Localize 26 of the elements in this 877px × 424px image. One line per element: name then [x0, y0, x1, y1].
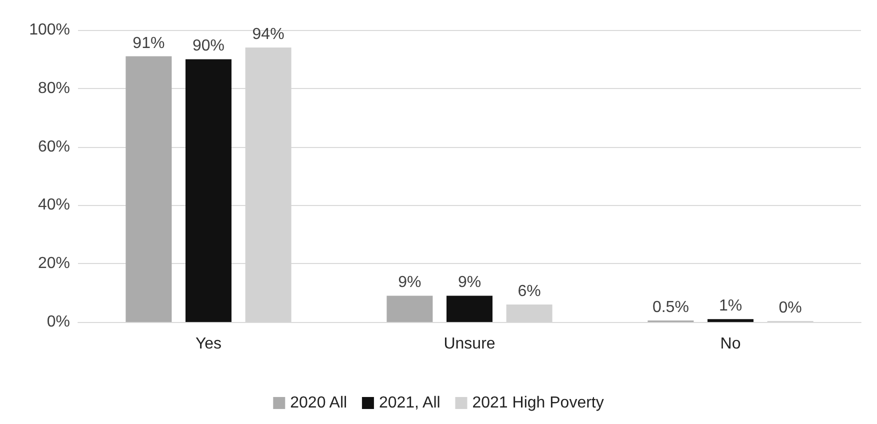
data-label: 0%	[778, 300, 802, 316]
bar	[386, 296, 433, 322]
y-tick-label: 80%	[38, 80, 70, 97]
x-tick-label: Unsure	[444, 336, 496, 352]
data-label: 90%	[192, 38, 225, 55]
x-tick-label: Yes	[195, 336, 222, 352]
legend-label: 2021, All	[378, 394, 440, 412]
bar	[708, 319, 754, 322]
bar	[186, 59, 232, 322]
y-tick-label: 100%	[29, 22, 70, 38]
data-label: 1%	[718, 298, 742, 315]
y-tick-label: 60%	[38, 138, 70, 156]
data-label: 0.5%	[652, 299, 689, 316]
bar	[126, 56, 172, 322]
legend-label: 2020 All	[290, 394, 348, 412]
y-tick-label: 20%	[38, 255, 70, 272]
y-tick-label: 0%	[46, 314, 70, 330]
data-label: 9%	[458, 274, 482, 292]
y-tick-label: 40%	[38, 196, 70, 214]
data-label: 91%	[132, 34, 165, 52]
bar	[446, 296, 492, 322]
data-label: 9%	[398, 274, 422, 292]
x-tick-label: No	[720, 336, 741, 352]
data-label: 94%	[252, 26, 284, 44]
data-label: 6%	[518, 282, 541, 300]
legend-label: 2021 High Poverty	[472, 394, 604, 412]
